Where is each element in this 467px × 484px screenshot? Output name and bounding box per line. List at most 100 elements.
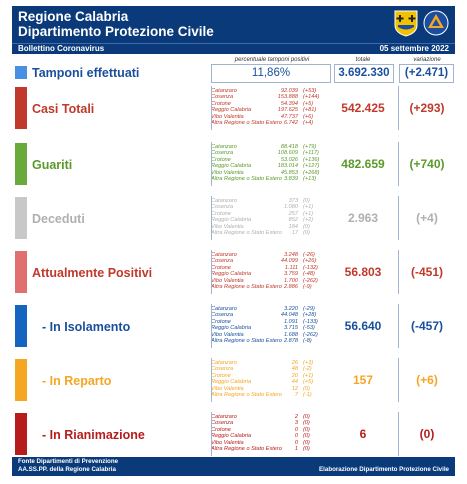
province-value: 184	[288, 223, 298, 230]
province-value: 44.048	[280, 312, 298, 319]
list-item: Catanzaro 3.248 (-26)	[211, 252, 331, 258]
casi-row: Casi Totali Catanzaro 92.039 (+53) Cosenza 15…	[12, 85, 455, 131]
deceduti-province-list: Catanzaro 373 (0) Cosenza 1.080 (+1) Crotone 25…	[211, 198, 331, 236]
percent-column-header: percentuale tamponi positivi	[234, 57, 310, 63]
province-value: 54.394	[280, 100, 298, 107]
guariti-color-swatch	[15, 143, 27, 185]
province-delta: (-262)	[303, 331, 318, 338]
list-item: Crotone 1.091 (-133)	[211, 319, 331, 325]
header-subbar: Bollettino Coronavirus 05 settembre 2022	[12, 43, 455, 54]
list-item: Cosenza 108.609 (+117)	[211, 150, 331, 156]
province-delta: (-53)	[303, 325, 315, 332]
deceduti-total: 2.963	[347, 211, 379, 225]
casi-label: Casi Totali	[32, 102, 95, 116]
province-value: 1.688	[284, 331, 298, 338]
header-title-line1: Regione Calabria	[18, 9, 129, 24]
province-value: 44	[291, 379, 298, 386]
province-value: 7	[294, 391, 298, 398]
list-item: Cosenza 1.080 (+1)	[211, 204, 331, 210]
guariti-row: Guariti Catanzaro 88.418 (+79) Cosenza 108.60…	[12, 141, 455, 187]
casi-color-swatch	[15, 87, 27, 129]
province-value: 1.700	[284, 277, 298, 284]
footer-bar: Fonte Dipartimenti di Prevenzione AA.SS.…	[12, 457, 455, 476]
list-item: Altra Regione o Stato Estero 6.742 (+4)	[211, 120, 331, 126]
province-name: Vibo Valentia	[211, 439, 244, 446]
positivi-list-divider	[211, 250, 212, 294]
bulletin-label: Bollettino Coronavirus	[18, 44, 105, 53]
province-value: 3.759	[284, 271, 298, 278]
province-name: Crotone	[211, 210, 231, 217]
province-value: 48	[291, 366, 298, 373]
province-delta: (+79)	[303, 144, 317, 150]
list-item: Altra Regione o Stato Estero 2.878 (-8)	[211, 338, 331, 344]
province-value: 1	[294, 445, 298, 452]
list-item: Catanzaro 373 (0)	[211, 198, 331, 204]
rianimazione-total: 6	[359, 427, 367, 441]
list-item: Catanzaro 2 (0)	[211, 414, 331, 420]
province-delta: (0)	[303, 426, 310, 433]
list-item: Altra Regione o Stato Estero 3.839 (+13)	[211, 176, 331, 182]
province-value: 20	[291, 372, 298, 379]
list-item: Catanzaro 92.039 (+53)	[211, 88, 331, 94]
tamponi-total-box: 3.692.330	[334, 64, 394, 83]
list-item: Catanzaro 26 (+3)	[211, 360, 331, 366]
province-value: 0	[294, 426, 298, 433]
province-delta: (+1)	[303, 372, 314, 379]
list-item: Cosenza 44.048 (+28)	[211, 312, 331, 318]
province-value: 3.715	[284, 325, 298, 332]
province-delta: (-9)	[303, 283, 312, 290]
tamponi-color-swatch	[15, 66, 27, 79]
reparto-column-divider	[398, 358, 399, 402]
list-item: Reggio Calabria 3.759 (-48)	[211, 271, 331, 277]
province-delta: (+127)	[303, 163, 320, 170]
reparto-color-swatch	[15, 359, 27, 401]
positivi-variation: (-451)	[410, 265, 443, 279]
positivi-column-divider	[398, 250, 399, 294]
province-delta: (-26)	[303, 252, 315, 258]
list-item: Reggio Calabria 197.625 (+81)	[211, 107, 331, 113]
province-name: Catanzaro	[211, 144, 237, 150]
tamponi-label: Tamponi effettuati	[32, 66, 140, 80]
province-value: 45.853	[280, 169, 298, 176]
tamponi-total: 3.692.330	[338, 67, 390, 79]
casi-province-list: Catanzaro 92.039 (+53) Cosenza 153.888 (+144)…	[211, 88, 331, 126]
province-name: Reggio Calabria	[211, 379, 252, 386]
province-name: Vibo Valentia	[211, 331, 244, 338]
isolamento-color-swatch	[15, 305, 27, 347]
province-delta: (+26)	[303, 258, 317, 265]
province-name: Altra Regione o Stato Estero	[211, 229, 282, 236]
reparto-province-list: Catanzaro 26 (+3) Cosenza 48 (-2) Crotone 20 (+1…	[211, 360, 331, 398]
province-value: 47.737	[280, 113, 298, 120]
province-delta: (0)	[303, 439, 310, 446]
rianimazione-column-divider	[398, 412, 399, 456]
province-value: 0	[294, 439, 298, 446]
province-value: 26	[291, 360, 298, 366]
list-item: Catanzaro 3.220 (-29)	[211, 306, 331, 312]
isolamento-label: - In Isolamento	[42, 320, 131, 334]
province-delta: (+136)	[303, 156, 320, 163]
province-name: Vibo Valentia	[211, 169, 244, 176]
logos	[393, 9, 449, 39]
province-value: 12	[291, 385, 298, 392]
province-value: 3.248	[284, 252, 298, 258]
list-item: Cosenza 3 (0)	[211, 420, 331, 426]
province-name: Cosenza	[211, 204, 234, 211]
province-delta: (+6)	[303, 113, 314, 120]
deceduti-column-divider	[398, 196, 399, 240]
tamponi-variation-box: (+2.471)	[399, 64, 454, 83]
list-item: Reggio Calabria 183.014 (+127)	[211, 163, 331, 169]
header-title-line2: Dipartimento Protezione Civile	[18, 24, 214, 39]
province-value: 373	[288, 198, 298, 204]
positivi-color-swatch	[15, 251, 27, 293]
province-name: Cosenza	[211, 94, 234, 101]
casi-list-divider	[211, 86, 212, 130]
casi-variation: (+293)	[409, 101, 445, 115]
list-item: Altra Regione o Stato Estero 1 (0)	[211, 446, 331, 452]
list-item: Cosenza 48 (-2)	[211, 366, 331, 372]
province-name: Reggio Calabria	[211, 325, 252, 332]
province-name: Crotone	[211, 372, 231, 379]
reparto-label: - In Reparto	[42, 374, 112, 388]
province-value: 6.742	[284, 119, 298, 126]
list-item: Catanzaro 88.418 (+79)	[211, 144, 331, 150]
tamponi-variation: (+2.471)	[404, 67, 449, 79]
